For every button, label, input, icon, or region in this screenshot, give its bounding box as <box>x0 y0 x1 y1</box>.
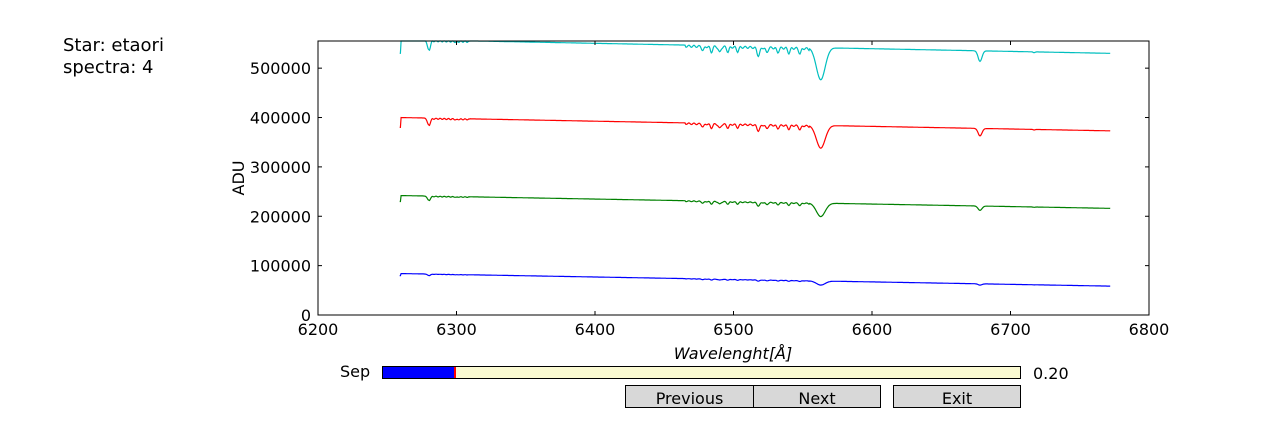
spectrum-line-4 <box>399 40 1111 81</box>
spectrum-line-1 <box>399 273 1111 287</box>
y-tick-label: 300000 <box>250 158 311 177</box>
sep-slider[interactable] <box>382 366 1021 379</box>
sep-slider-handle[interactable] <box>454 367 457 378</box>
y-axis-label: ADU <box>229 161 248 196</box>
next-button[interactable]: Next <box>753 385 881 408</box>
x-tick-label: 6700 <box>990 320 1031 339</box>
y-tick-label: 200000 <box>250 207 311 226</box>
info-panel: Star: etaori spectra: 4 <box>63 35 164 79</box>
sep-value: 0.20 <box>1033 364 1069 383</box>
x-tick-label: 6800 <box>1129 320 1170 339</box>
x-tick-label: 6500 <box>713 320 754 339</box>
y-tick-label: 500000 <box>250 59 311 78</box>
y-tick-label: 400000 <box>250 109 311 128</box>
star-name: Star: etaori <box>63 35 164 56</box>
x-tick-label: 6200 <box>298 320 339 339</box>
tick-layer: 6200 6300 6400 6500 6600 6700 6800 0 100000 20000… <box>250 41 1169 339</box>
spectrum-line-2 <box>399 195 1111 218</box>
exit-button[interactable]: Exit <box>893 385 1021 408</box>
x-axis-label: Wavelenght[Å] <box>674 344 793 363</box>
x-tick-label: 6400 <box>575 320 616 339</box>
previous-button[interactable]: Previous <box>625 385 754 408</box>
series-layer <box>399 40 1111 287</box>
y-tick-label: 0 <box>301 306 311 325</box>
spectrum-line-3 <box>399 116 1111 149</box>
spectra-count: spectra: 4 <box>63 57 154 78</box>
sep-slider-label: Sep <box>340 362 371 381</box>
sep-slider-fill <box>383 367 455 378</box>
x-tick-label: 6600 <box>852 320 893 339</box>
y-tick-label: 100000 <box>250 257 311 276</box>
x-tick-label: 6300 <box>436 320 477 339</box>
plot-area <box>318 41 1149 315</box>
